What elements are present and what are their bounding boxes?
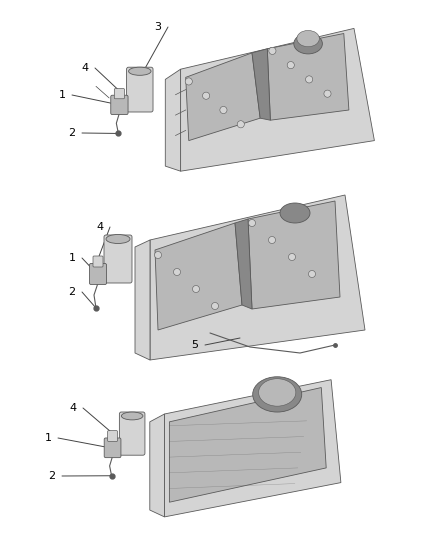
Text: 3: 3 bbox=[155, 22, 162, 32]
Polygon shape bbox=[252, 49, 270, 120]
Circle shape bbox=[212, 303, 219, 310]
Circle shape bbox=[220, 107, 227, 114]
Text: 1: 1 bbox=[59, 90, 66, 100]
Text: 1: 1 bbox=[45, 433, 52, 443]
Circle shape bbox=[192, 286, 199, 293]
Text: 4: 4 bbox=[96, 222, 103, 232]
Circle shape bbox=[269, 47, 276, 54]
FancyBboxPatch shape bbox=[93, 256, 103, 267]
Ellipse shape bbox=[258, 379, 296, 406]
Circle shape bbox=[268, 237, 276, 244]
Polygon shape bbox=[235, 219, 252, 309]
Ellipse shape bbox=[297, 30, 319, 47]
FancyBboxPatch shape bbox=[111, 95, 128, 115]
Polygon shape bbox=[248, 201, 340, 309]
Polygon shape bbox=[186, 53, 260, 141]
Text: 2: 2 bbox=[68, 128, 76, 138]
Circle shape bbox=[202, 92, 210, 99]
Circle shape bbox=[308, 271, 315, 278]
FancyBboxPatch shape bbox=[114, 88, 124, 99]
Text: 4: 4 bbox=[70, 403, 77, 413]
Polygon shape bbox=[165, 379, 341, 517]
Circle shape bbox=[237, 120, 244, 128]
Text: 4: 4 bbox=[81, 63, 88, 73]
Circle shape bbox=[287, 61, 294, 69]
Circle shape bbox=[185, 78, 192, 85]
Text: 2: 2 bbox=[49, 471, 56, 481]
Circle shape bbox=[173, 269, 180, 276]
FancyBboxPatch shape bbox=[120, 412, 145, 455]
Circle shape bbox=[306, 76, 313, 83]
Polygon shape bbox=[165, 69, 180, 171]
FancyBboxPatch shape bbox=[89, 263, 106, 285]
Ellipse shape bbox=[129, 67, 151, 75]
Polygon shape bbox=[135, 240, 150, 360]
Text: 2: 2 bbox=[68, 287, 76, 297]
Polygon shape bbox=[180, 28, 374, 171]
FancyBboxPatch shape bbox=[104, 438, 121, 458]
Circle shape bbox=[324, 90, 331, 97]
Ellipse shape bbox=[106, 235, 130, 244]
Ellipse shape bbox=[280, 203, 310, 223]
FancyBboxPatch shape bbox=[104, 235, 132, 283]
Polygon shape bbox=[150, 414, 165, 517]
Ellipse shape bbox=[253, 377, 302, 412]
Circle shape bbox=[248, 220, 255, 227]
Ellipse shape bbox=[294, 34, 322, 54]
Polygon shape bbox=[150, 195, 365, 360]
FancyBboxPatch shape bbox=[127, 67, 153, 112]
Text: 1: 1 bbox=[68, 253, 75, 263]
Text: 5: 5 bbox=[191, 340, 198, 350]
Circle shape bbox=[289, 254, 296, 261]
Circle shape bbox=[155, 252, 162, 259]
Ellipse shape bbox=[121, 412, 143, 420]
FancyBboxPatch shape bbox=[108, 431, 117, 441]
Polygon shape bbox=[170, 387, 326, 502]
Polygon shape bbox=[155, 223, 242, 330]
Polygon shape bbox=[267, 34, 349, 120]
